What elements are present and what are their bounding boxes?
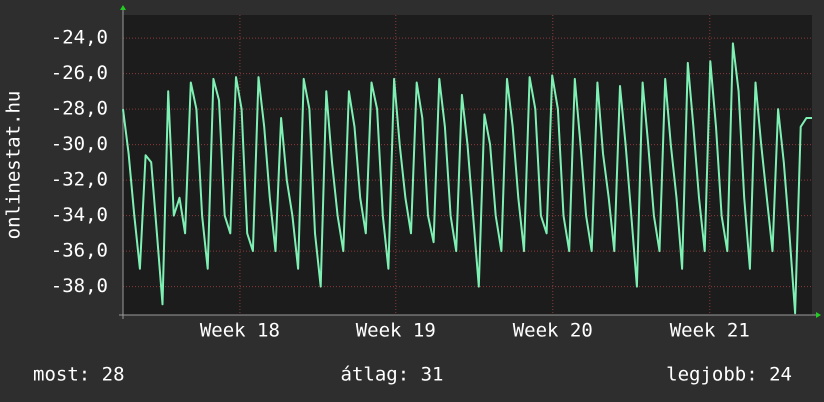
footer-stat: most: 28: [33, 364, 125, 386]
y-tick-label: -36,0: [51, 240, 108, 262]
y-tick-label: -38,0: [51, 275, 108, 297]
axis-arrow: [816, 312, 821, 318]
y-tick-label: -34,0: [51, 204, 108, 226]
x-tick-label: Week 18: [200, 320, 280, 342]
x-tick-label: Week 19: [356, 320, 436, 342]
footer-stat: átlag: 31: [341, 364, 444, 386]
plot-area: [123, 15, 812, 315]
footer-stat: legjobb: 24: [666, 364, 792, 386]
y-tick-label: -32,0: [51, 169, 108, 191]
y-tick-label: -28,0: [51, 98, 108, 120]
axis-arrow: [120, 5, 126, 10]
y-tick-label: -24,0: [51, 27, 108, 49]
x-tick-label: Week 21: [670, 320, 750, 342]
x-tick-label: Week 20: [513, 320, 593, 342]
y-tick-label: -30,0: [51, 133, 108, 155]
data-line: [122, 42, 812, 315]
y-axis-label: onlinestat.hu: [3, 91, 25, 240]
y-tick-label: -26,0: [51, 62, 108, 84]
